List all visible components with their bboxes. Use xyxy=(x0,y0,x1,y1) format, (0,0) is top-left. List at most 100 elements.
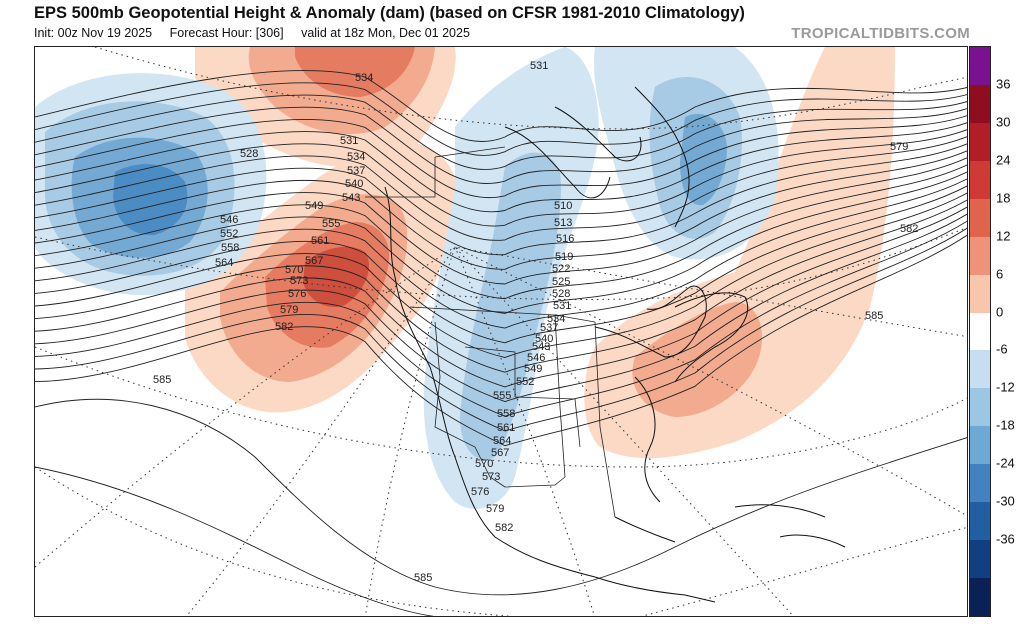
height-label: 555 xyxy=(322,218,340,230)
height-label: 546 xyxy=(527,352,545,364)
colorbar-segment xyxy=(970,426,990,465)
height-contour xyxy=(35,466,435,616)
colorbar-segment xyxy=(970,350,990,389)
height-contour xyxy=(35,70,967,142)
colorbar-tick-label: -12 xyxy=(996,379,1015,395)
valid-time: valid at 18z Mon, Dec 01 2025 xyxy=(301,26,470,40)
colorbar-tick-label: 6 xyxy=(996,266,1004,282)
run-info: Init: 00z Nov 19 2025 Forecast Hour: [30… xyxy=(34,26,484,40)
site-watermark: TROPICALTIDBITS.COM xyxy=(791,25,970,42)
height-contour xyxy=(35,150,967,270)
height-contour xyxy=(35,171,967,314)
height-label: 537 xyxy=(540,322,558,334)
coastlines xyxy=(384,86,846,603)
height-label: 576 xyxy=(471,486,489,498)
pos-anomaly-north-18 xyxy=(295,47,415,97)
graticule xyxy=(35,47,967,616)
height-label: 516 xyxy=(556,233,574,245)
height-contour xyxy=(35,122,967,213)
height-label: 549 xyxy=(305,200,323,212)
colorbar-tick-label: -36 xyxy=(996,531,1015,547)
height-label: 567 xyxy=(305,255,323,267)
height-label: 531 xyxy=(340,135,358,147)
political-borders xyxy=(365,146,616,518)
height-label: 525 xyxy=(552,276,570,288)
height-label: 510 xyxy=(554,200,572,212)
forecast-map: 531 534 528 546 552 558 564 549 555 561 567 570 573 5… xyxy=(34,46,968,617)
height-label: 573 xyxy=(482,471,500,483)
height-contour-labels: 5315345285465525585645495555615675705735… xyxy=(153,60,918,584)
colorbar-tick-label: -30 xyxy=(996,493,1015,509)
colorbar-segment xyxy=(970,160,990,200)
height-contour xyxy=(35,106,967,184)
height-label: 540 xyxy=(345,178,363,190)
height-label: 585 xyxy=(414,572,432,584)
height-label: 540 xyxy=(535,333,553,345)
height-label: 573 xyxy=(290,275,308,287)
height-label: 522 xyxy=(552,263,570,275)
height-contour xyxy=(35,115,967,198)
height-contour xyxy=(35,227,967,432)
height-contour xyxy=(35,185,967,344)
colorbar-segment xyxy=(970,502,990,541)
colorbar-segment xyxy=(970,464,990,503)
height-label: 546 xyxy=(220,214,238,226)
colorbar-tick-label: 0 xyxy=(996,304,1004,320)
height-label: 531 xyxy=(530,60,548,72)
pos-anomaly-west-24 xyxy=(303,246,369,307)
height-label: 552 xyxy=(516,376,534,388)
height-label: 549 xyxy=(524,363,542,375)
init-time: Init: 00z Nov 19 2025 xyxy=(34,26,153,40)
height-label: 582 xyxy=(900,223,918,235)
height-contours xyxy=(35,70,967,616)
height-contour xyxy=(35,143,967,256)
height-label: 570 xyxy=(285,264,303,276)
height-label: 558 xyxy=(221,242,239,254)
height-label: 579 xyxy=(486,503,504,515)
height-label: 543 xyxy=(532,341,550,353)
height-label: 582 xyxy=(275,321,293,333)
height-contour xyxy=(35,206,967,388)
colorbar-segment xyxy=(970,388,990,427)
colorbar-segment xyxy=(970,198,990,238)
height-label: 513 xyxy=(554,217,572,229)
height-contour xyxy=(35,129,967,227)
colorbar-tick-label: 18 xyxy=(996,190,1011,206)
height-label: 552 xyxy=(220,228,238,240)
height-label: 534 xyxy=(347,151,365,163)
height-label: 585 xyxy=(153,374,171,386)
colorbar-segment xyxy=(970,84,990,124)
height-contour xyxy=(35,220,967,417)
colorbar-segment xyxy=(970,312,990,351)
colorbar-tick-label: 36 xyxy=(996,76,1011,92)
height-label: 528 xyxy=(240,148,258,160)
colorbar-tick-label: 12 xyxy=(996,228,1011,244)
height-label: 531 xyxy=(553,300,571,312)
forecast-hour: Forecast Hour: [306] xyxy=(169,26,284,40)
anomaly-colorbar xyxy=(969,46,991,617)
height-contour xyxy=(35,82,967,156)
height-contour xyxy=(35,164,967,300)
neg-anomaly-pacific-24 xyxy=(113,164,188,236)
height-label: 567 xyxy=(491,447,509,459)
height-contour xyxy=(35,234,967,447)
height-contour xyxy=(35,398,967,596)
height-label: 519 xyxy=(555,251,573,263)
height-label: 582 xyxy=(495,522,513,534)
height-label: 564 xyxy=(215,257,233,269)
neg-anomaly-trough-12 xyxy=(460,152,561,460)
height-label: 555 xyxy=(493,390,511,402)
height-contour xyxy=(35,213,967,403)
height-label: 561 xyxy=(311,235,329,247)
colorbar-segment xyxy=(970,236,990,276)
height-contour xyxy=(35,136,967,241)
colorbar-segment xyxy=(970,578,990,617)
height-label: 543 xyxy=(342,192,360,204)
colorbar-tick-label: -6 xyxy=(996,341,1008,357)
height-contour xyxy=(35,178,967,329)
height-label: 576 xyxy=(288,288,306,300)
colorbar-tick-label: -24 xyxy=(996,455,1015,471)
height-contour xyxy=(35,199,967,373)
height-label: 585 xyxy=(865,310,883,322)
colorbar-segment xyxy=(970,274,990,314)
